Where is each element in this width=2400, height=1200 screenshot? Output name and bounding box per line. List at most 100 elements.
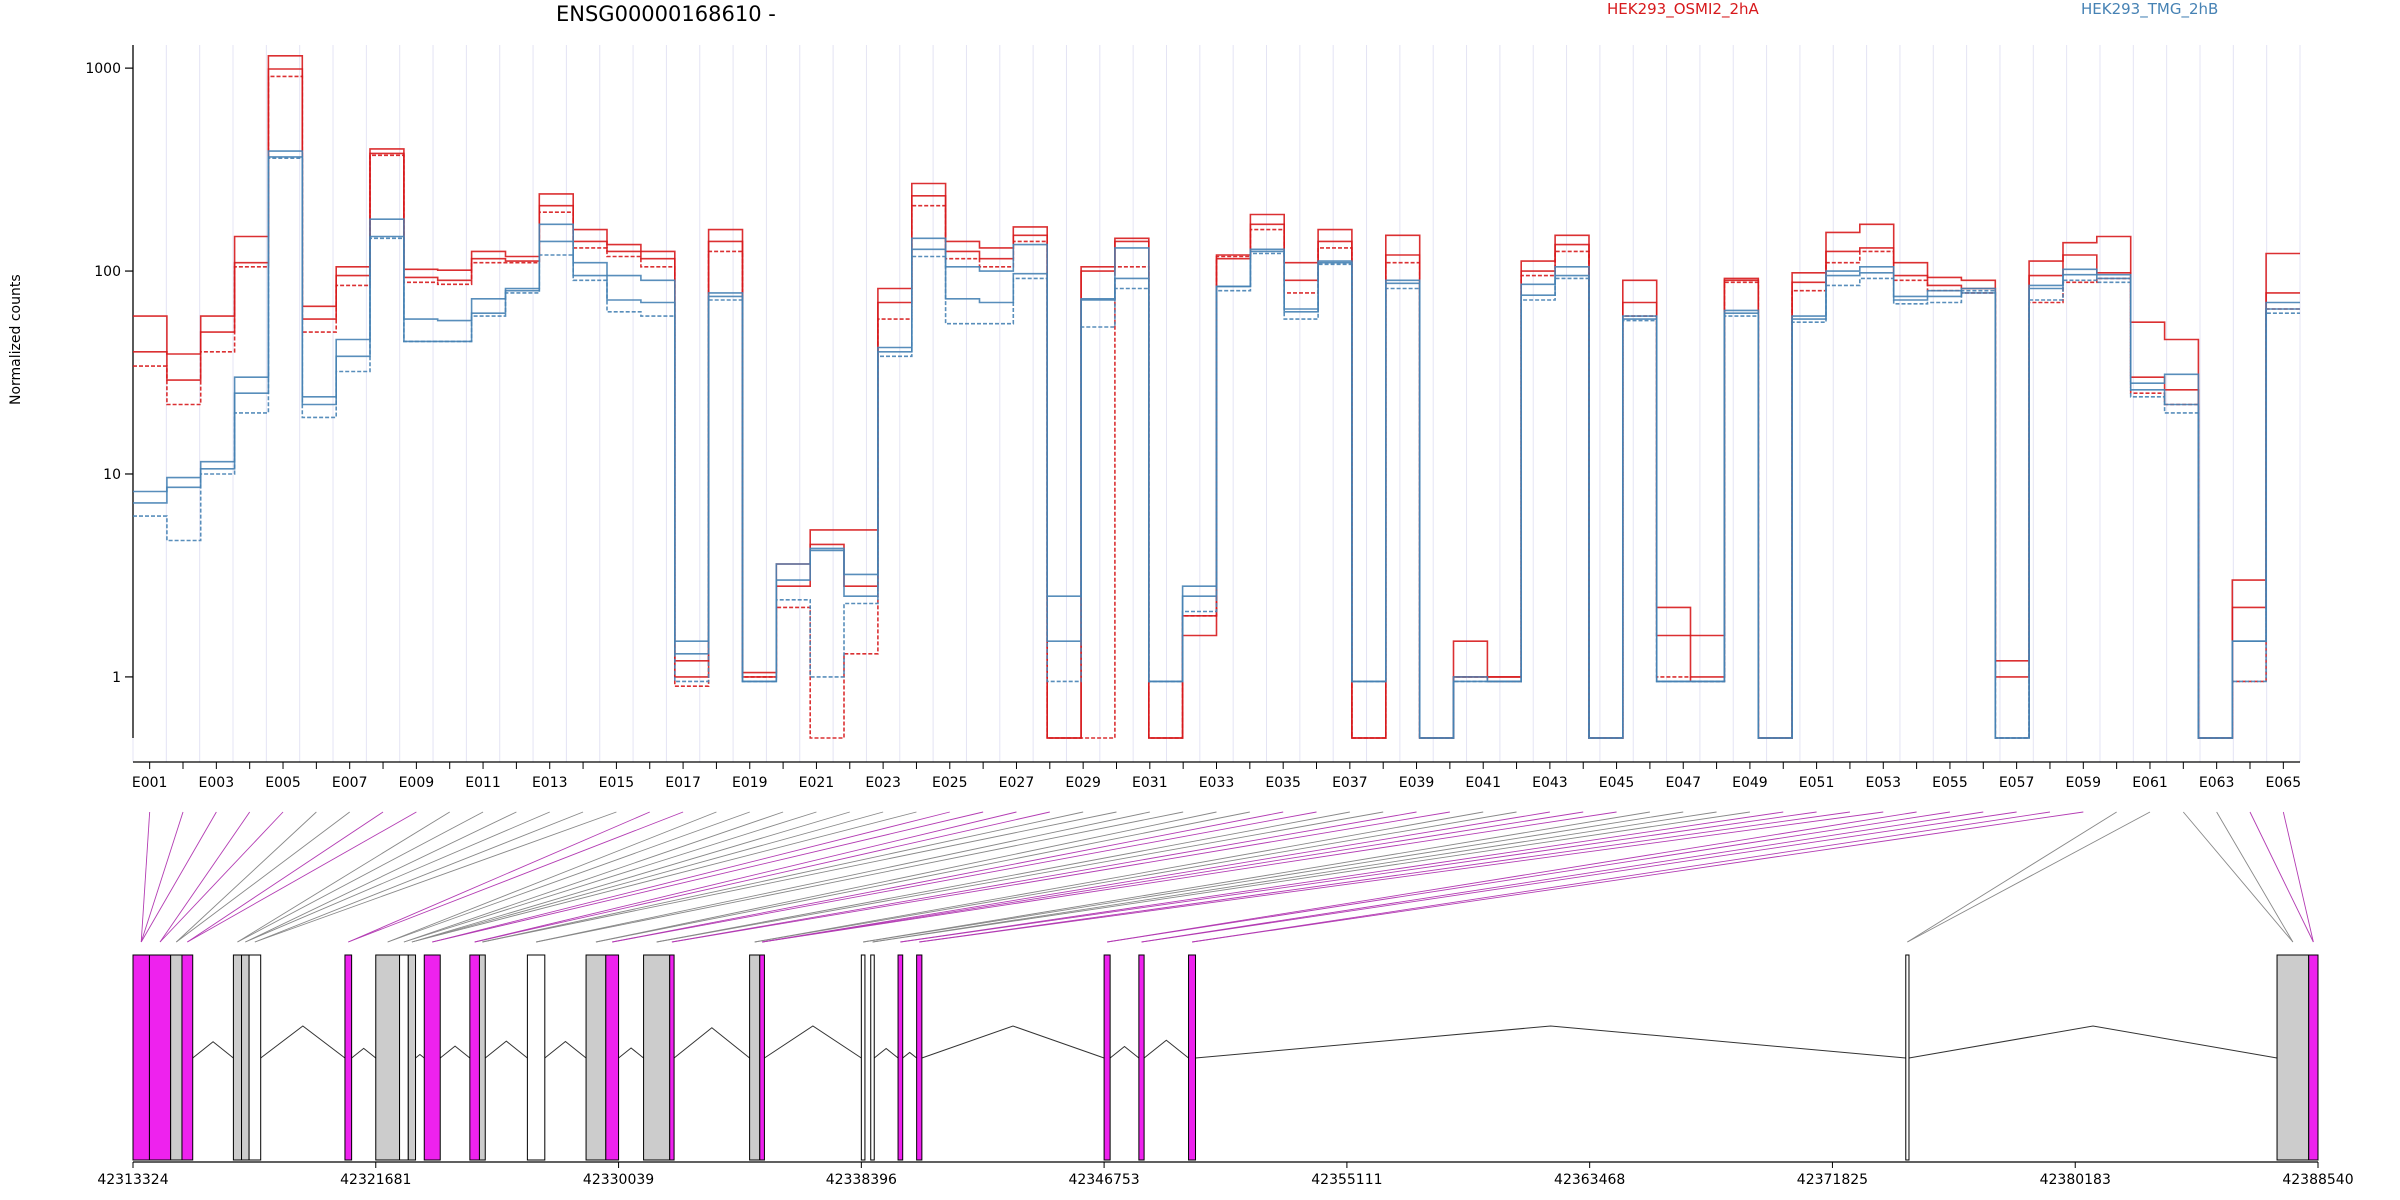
exon-connector-line bbox=[254, 811, 584, 943]
exon-connector-line bbox=[140, 811, 217, 943]
x-tick-label: E015 bbox=[599, 775, 635, 791]
exon-connector-line bbox=[1907, 811, 2151, 943]
exon-connector-line bbox=[403, 811, 817, 943]
exon-block bbox=[605, 954, 620, 1161]
coordinate-tick-label: 42338396 bbox=[826, 1172, 897, 1188]
exon-block bbox=[860, 954, 866, 1161]
exon-connector-line bbox=[612, 811, 1284, 943]
coordinate-tick-label: 42355111 bbox=[1311, 1172, 1382, 1188]
exon-connector-line bbox=[187, 811, 384, 943]
exon-connector-line bbox=[237, 811, 484, 943]
exon-connector-line bbox=[411, 811, 850, 943]
x-tick-label: E013 bbox=[532, 775, 568, 791]
exon-connector-line bbox=[612, 811, 1317, 943]
exon-connector-line bbox=[754, 811, 1484, 943]
exon-connector-line bbox=[387, 811, 750, 943]
y-tick-label: 1000 bbox=[85, 61, 121, 77]
exon-connector-line bbox=[656, 811, 1350, 943]
x-tick-label: E065 bbox=[2266, 775, 2302, 791]
exon-connector-line bbox=[254, 811, 617, 943]
y-tick-label: 1 bbox=[112, 670, 121, 686]
legend-entry-osmi2: HEK293_OSMI2_2hA bbox=[1607, 0, 1759, 18]
exon-block bbox=[407, 954, 417, 1161]
exon-connector-line bbox=[900, 811, 1784, 943]
exon-block bbox=[526, 954, 546, 1161]
exon-connector-line bbox=[2249, 811, 2314, 943]
exon-connector-line bbox=[474, 811, 1050, 943]
exon-block bbox=[423, 954, 441, 1161]
exon-block bbox=[2276, 954, 2310, 1161]
exon-connector-line bbox=[348, 811, 650, 943]
exon-block bbox=[759, 954, 765, 1161]
exon-connector-line bbox=[237, 811, 450, 943]
exon-block bbox=[916, 954, 923, 1161]
exon-connector-line bbox=[387, 811, 717, 943]
exon-connector-line bbox=[762, 811, 1550, 943]
intron-connector bbox=[673, 1027, 750, 1059]
exon-block bbox=[870, 954, 875, 1161]
x-tick-label: E051 bbox=[1799, 775, 1835, 791]
exon-block bbox=[132, 954, 150, 1161]
x-tick-label: E025 bbox=[932, 775, 968, 791]
x-tick-label: E021 bbox=[799, 775, 835, 791]
intron-connector bbox=[351, 1047, 377, 1059]
y-tick-label: 100 bbox=[94, 264, 121, 280]
coordinate-tick-label: 42371825 bbox=[1797, 1172, 1868, 1188]
x-tick-label: E063 bbox=[2199, 775, 2235, 791]
exon-block bbox=[181, 954, 194, 1161]
exon-connector-line bbox=[432, 811, 984, 943]
exon-block bbox=[1138, 954, 1145, 1161]
intron-connector bbox=[484, 1040, 528, 1059]
exon-connector-line bbox=[2282, 811, 2314, 943]
coordinate-tick-label: 42330039 bbox=[583, 1172, 654, 1188]
exon-connector-line bbox=[348, 811, 684, 943]
exon-connector-line bbox=[140, 811, 184, 943]
exon-block bbox=[585, 954, 607, 1161]
exon-connector-line bbox=[432, 811, 950, 943]
exon-connector-line bbox=[1191, 811, 2051, 943]
exon-connector-line bbox=[1107, 811, 1917, 943]
x-tick-label: E027 bbox=[999, 775, 1035, 791]
x-tick-label: E053 bbox=[1865, 775, 1901, 791]
intron-connector bbox=[1143, 1039, 1189, 1059]
intron-connector bbox=[439, 1045, 471, 1059]
x-tick-label: E023 bbox=[865, 775, 901, 791]
exon-connector-line bbox=[1907, 811, 2117, 943]
chart-title: ENSG00000168610 - bbox=[556, 2, 776, 26]
exon-connector-line bbox=[671, 811, 1450, 943]
x-tick-label: E045 bbox=[1599, 775, 1635, 791]
exon-block bbox=[749, 954, 761, 1161]
x-tick-label: E049 bbox=[1732, 775, 1768, 791]
intron-connector bbox=[192, 1041, 234, 1059]
exon-block bbox=[897, 954, 904, 1161]
exon-connector-line bbox=[474, 811, 1017, 943]
exon-block bbox=[469, 954, 480, 1161]
exon-connector-line bbox=[656, 811, 1384, 943]
exon-connector-line bbox=[176, 811, 317, 943]
intron-connector bbox=[618, 1047, 644, 1059]
exon-connector-line bbox=[762, 811, 1617, 943]
coordinate-tick-label: 42363468 bbox=[1554, 1172, 1625, 1188]
exon-connector-line bbox=[411, 811, 917, 943]
legend-entry-tmg: HEK293_TMG_2hB bbox=[2081, 0, 2219, 18]
exon-block bbox=[248, 954, 262, 1161]
intron-connector bbox=[1908, 1025, 2278, 1059]
exon-connector-line bbox=[245, 811, 550, 943]
x-tick-label: E007 bbox=[332, 775, 368, 791]
series-line-tmg-rep3 bbox=[133, 157, 2300, 739]
exon-connector-line bbox=[595, 811, 1250, 943]
x-tick-label: E055 bbox=[1932, 775, 1968, 791]
x-tick-label: E019 bbox=[732, 775, 768, 791]
exon-connector-line bbox=[482, 811, 1084, 943]
exon-connector-line bbox=[2182, 811, 2294, 943]
exon-connector-line bbox=[1141, 811, 2017, 943]
coordinate-tick-label: 42346753 bbox=[1068, 1172, 1139, 1188]
x-tick-label: E011 bbox=[465, 775, 501, 791]
x-tick-label: E017 bbox=[665, 775, 701, 791]
coordinate-tick-label: 42313324 bbox=[97, 1172, 168, 1188]
exon-block bbox=[170, 954, 183, 1161]
exon-connector-line bbox=[872, 811, 1750, 943]
x-tick-label: E037 bbox=[1332, 775, 1368, 791]
coordinate-tick-label: 42388540 bbox=[2282, 1172, 2353, 1188]
